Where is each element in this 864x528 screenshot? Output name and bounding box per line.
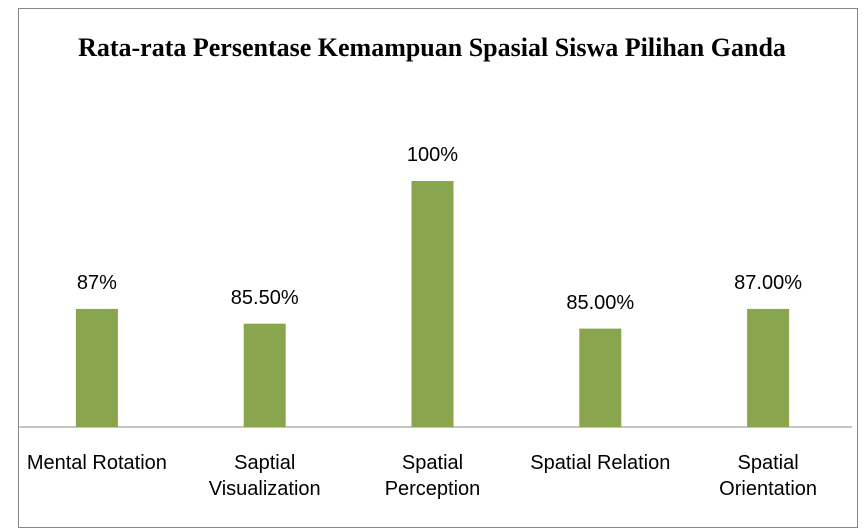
data-label: 85.00% — [566, 291, 635, 314]
bar — [411, 181, 454, 427]
x-tick-label: Spatial Orientation — [719, 452, 818, 500]
data-label: 100% — [406, 144, 459, 166]
bar — [243, 323, 286, 427]
bar — [75, 308, 118, 427]
bar — [747, 308, 790, 427]
chart-title: Rata-rata Persentase Kemampuan Spasial S… — [78, 33, 786, 62]
x-tick-label: Mental Rotation — [26, 452, 167, 474]
x-tick-label: Spatial Perception — [384, 452, 481, 500]
bar — [579, 328, 622, 427]
data-label: 87% — [76, 271, 117, 294]
x-tick-label: Saptial Visualization — [208, 452, 321, 500]
data-label: 87.00% — [734, 271, 803, 294]
data-label: 85.50% — [230, 286, 299, 309]
x-tick-label: Spatial Relation — [530, 452, 671, 474]
